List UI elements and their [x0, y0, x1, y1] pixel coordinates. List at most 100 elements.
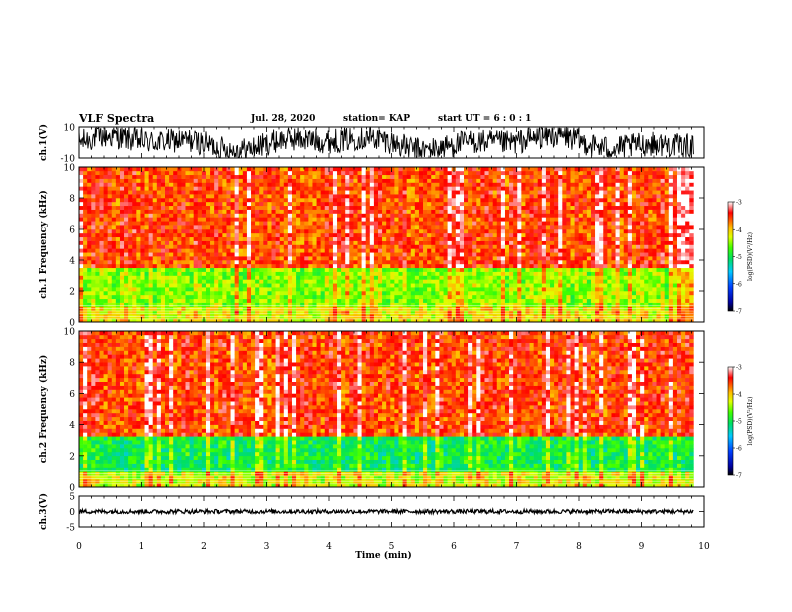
ch1-spectrogram-cell: [386, 225, 391, 230]
ch1-spectrogram-cell: [103, 186, 108, 191]
ch1-spectrogram-cell: [226, 263, 231, 269]
ch1-spectrogram-cell: [378, 256, 383, 261]
ch1-spectrogram-cell: [287, 178, 293, 183]
ch1-spectrogram-cell: [324, 167, 330, 172]
ch1-spectrogram-cell: [492, 298, 498, 303]
ch1-spectrogram-cell: [230, 229, 235, 234]
ch1-spectrogram-cell: [435, 201, 440, 207]
ch1-spectrogram-cell: [115, 252, 121, 257]
ch1-spectrogram-cell: [214, 178, 219, 183]
ch1-spectrogram-cell: [83, 256, 88, 261]
ch1-spectrogram-cell: [156, 267, 162, 272]
ch1-spectrogram-cell: [79, 248, 84, 253]
ch1-spectrogram-cell: [242, 294, 248, 300]
ch1-spectrogram-cell: [103, 248, 108, 253]
ch1-spectrogram-cell: [353, 194, 358, 199]
ch1-spectrogram-cell: [545, 170, 551, 176]
ch1-spectrogram-cell: [181, 271, 186, 276]
ch1-spectrogram-cell: [246, 291, 252, 296]
ch1-spectrogram-cell: [554, 318, 559, 323]
ch1-spectrogram-cell: [341, 252, 346, 257]
ch1-spectrogram-cell: [275, 298, 280, 303]
ch1-spectrogram-cell: [91, 229, 96, 234]
ch1-spectrogram-cell: [193, 213, 199, 218]
ch1-spectrogram-cell: [517, 213, 522, 218]
ch1-spectrogram-cell: [144, 167, 149, 172]
ch1-spectrogram-cell: [238, 221, 244, 226]
ch1-spectrogram-cell: [173, 310, 178, 315]
ch1-spectrogram-cell: [271, 174, 276, 179]
ch1-spectrogram-cell: [87, 240, 92, 245]
ch1-spectrogram-cell: [341, 229, 346, 234]
ch1-spectrogram-cell: [83, 225, 88, 230]
ch1-spectrogram-cell: [353, 167, 358, 172]
ch1-spectrogram-cell: [570, 236, 575, 241]
ch1-spectrogram-cell: [447, 209, 453, 214]
ch1-spectrogram-cell: [124, 279, 129, 284]
ch1-spectrogram-cell: [328, 205, 334, 210]
ch1-spectrogram-cell: [500, 194, 506, 199]
ch1-spectrogram-cell: [435, 186, 440, 191]
ch1-spectrogram-cell: [226, 294, 231, 300]
ch1-spectrogram-cell: [517, 302, 522, 307]
ch1-spectrogram-cell: [402, 194, 407, 199]
ch1-spectrogram-cell: [554, 271, 559, 276]
ch1-spectrogram-cell: [525, 174, 530, 179]
ch1-spectrogram-cell: [324, 310, 330, 315]
ch1-spectrogram-cell: [185, 232, 190, 238]
ch1-spectrogram-cell: [447, 263, 453, 269]
ch1-spectrogram-cell: [222, 167, 227, 172]
ch1-spectrogram-cell: [394, 225, 399, 230]
ch1-spectrogram-cell: [111, 279, 117, 284]
ch1-spectrogram-cell: [242, 291, 248, 296]
ch1-spectrogram-cell: [455, 252, 461, 257]
ch1-spectrogram-cell: [136, 170, 141, 176]
ch1-spectrogram-cell: [361, 244, 367, 249]
ch1-spectrogram-cell: [386, 170, 391, 176]
ch1-spectrogram-cell: [242, 205, 248, 210]
ch1-spectrogram-cell: [435, 205, 440, 210]
ch1-spectrogram-cell: [451, 205, 457, 210]
ch1-spectrogram-cell: [541, 217, 547, 222]
ch1-spectrogram-cell: [418, 275, 424, 280]
ch1-spectrogram-cell: [345, 244, 350, 249]
ch1-spectrogram-cell: [316, 248, 321, 253]
ch1-spectrogram-cell: [509, 232, 514, 238]
ch1-spectrogram-cell: [459, 182, 465, 187]
ch1-spectrogram-cell: [386, 217, 391, 222]
ch1-spectrogram-cell: [128, 267, 133, 272]
ch1-spectrogram-cell: [435, 267, 440, 272]
ch1-spectrogram-cell: [423, 198, 428, 203]
date-label: Jul. 28, 2020: [251, 114, 316, 124]
ch1-spectrogram-cell: [439, 298, 444, 303]
ch1-spectrogram-cell: [95, 294, 100, 300]
ch1-spectrogram-cell: [472, 248, 477, 253]
ch1-spectrogram-cell: [320, 267, 326, 272]
ch1-spectrogram-cell: [513, 298, 518, 303]
ch1-spectrogram-cell: [517, 194, 522, 199]
ch1-spectrogram-cell: [308, 256, 313, 261]
ch1-spectrogram-cell: [193, 182, 199, 187]
ch1-spectrogram-cell: [545, 182, 551, 187]
ch1-spectrogram-cell: [91, 283, 96, 288]
ch1-spectrogram-cell: [455, 263, 461, 269]
ch1-spectrogram-cell: [218, 287, 223, 292]
ch1-spectrogram-cell: [296, 217, 301, 222]
ch1-spectrogram-cell: [341, 182, 346, 187]
ch1-spectrogram-cell: [492, 225, 498, 230]
ch1-spectrogram-cell: [296, 260, 301, 265]
ch1-spectrogram-cell: [345, 217, 350, 222]
ch1-spectrogram-cell: [521, 294, 526, 300]
ch1-spectrogram-cell: [230, 263, 235, 269]
ch1-spectrogram-cell: [468, 287, 473, 292]
ch1-spectrogram-cell: [83, 205, 88, 210]
ch1-spectrogram-cell: [132, 240, 137, 245]
ch1-spectrogram-cell: [345, 271, 350, 276]
ch1-spectrogram-cell: [214, 267, 219, 272]
ch1-spectrogram-cell: [447, 178, 453, 183]
ch1-spectrogram-cell: [267, 302, 272, 307]
ch1-spectrogram-cell: [541, 287, 547, 292]
ch1-spectrogram-cell: [210, 167, 215, 172]
ch1-spectrogram-cell: [128, 291, 133, 296]
ch1-spectrogram-cell: [308, 221, 313, 226]
